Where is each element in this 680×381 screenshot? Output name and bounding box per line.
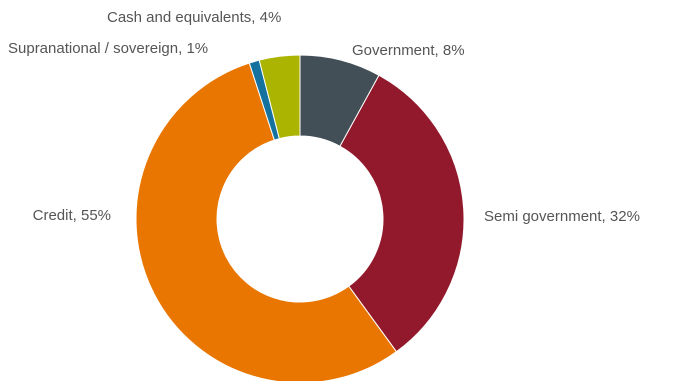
slice-label-cash-and-equivalents: Cash and equivalents, 4% (107, 9, 281, 26)
slice-credit (135, 62, 398, 381)
slice-label-supranational-sovereign: Supranational / sovereign, 1% (8, 40, 208, 57)
slice-label-government: Government, 8% (352, 42, 465, 59)
slice-semi-government (339, 74, 465, 353)
slice-cash-and-equivalents (258, 54, 301, 140)
slice-label-credit: Credit, 55% (33, 207, 111, 224)
slice-labels: Government, 8% Semi government, 32% Cred… (8, 9, 640, 225)
slice-label-semi-government: Semi government, 32% (484, 208, 640, 225)
donut-slices (135, 54, 465, 381)
